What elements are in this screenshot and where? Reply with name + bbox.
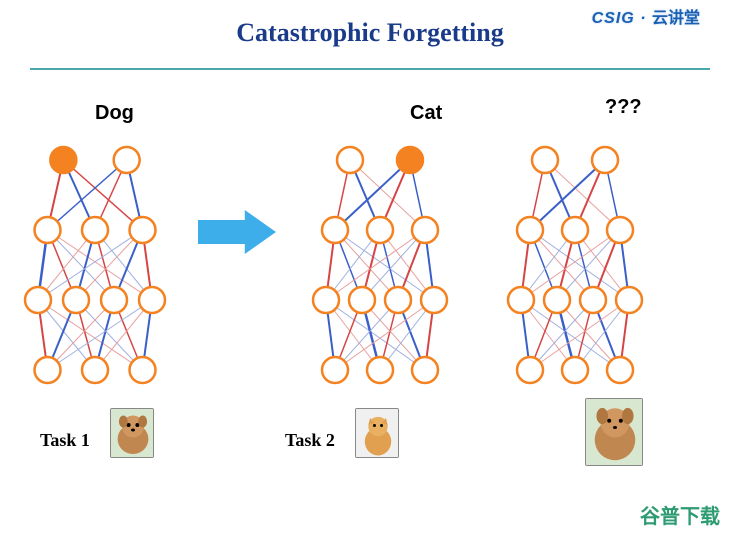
- task-1-image: [110, 408, 154, 458]
- task-2-image: [355, 408, 399, 458]
- task-2-label: Task 2: [285, 430, 335, 451]
- network-label-dog: Dog: [95, 102, 134, 125]
- network-label-cat: Cat: [410, 102, 442, 125]
- task-1-label: Task 1: [40, 430, 90, 451]
- arrow-icon: [198, 210, 276, 254]
- divider: [30, 68, 710, 70]
- diagram-content: Dog Cat ??? Task 1 Task 2: [0, 90, 740, 530]
- neural-network-1: [0, 130, 190, 410]
- task-3-image: [585, 398, 643, 466]
- neural-network-3: [485, 130, 665, 410]
- network-label-unknown: ???: [605, 98, 642, 116]
- neural-network-2: [290, 130, 470, 410]
- page-title: Catastrophic Forgetting: [0, 18, 740, 48]
- watermark: 谷普下载: [640, 500, 720, 529]
